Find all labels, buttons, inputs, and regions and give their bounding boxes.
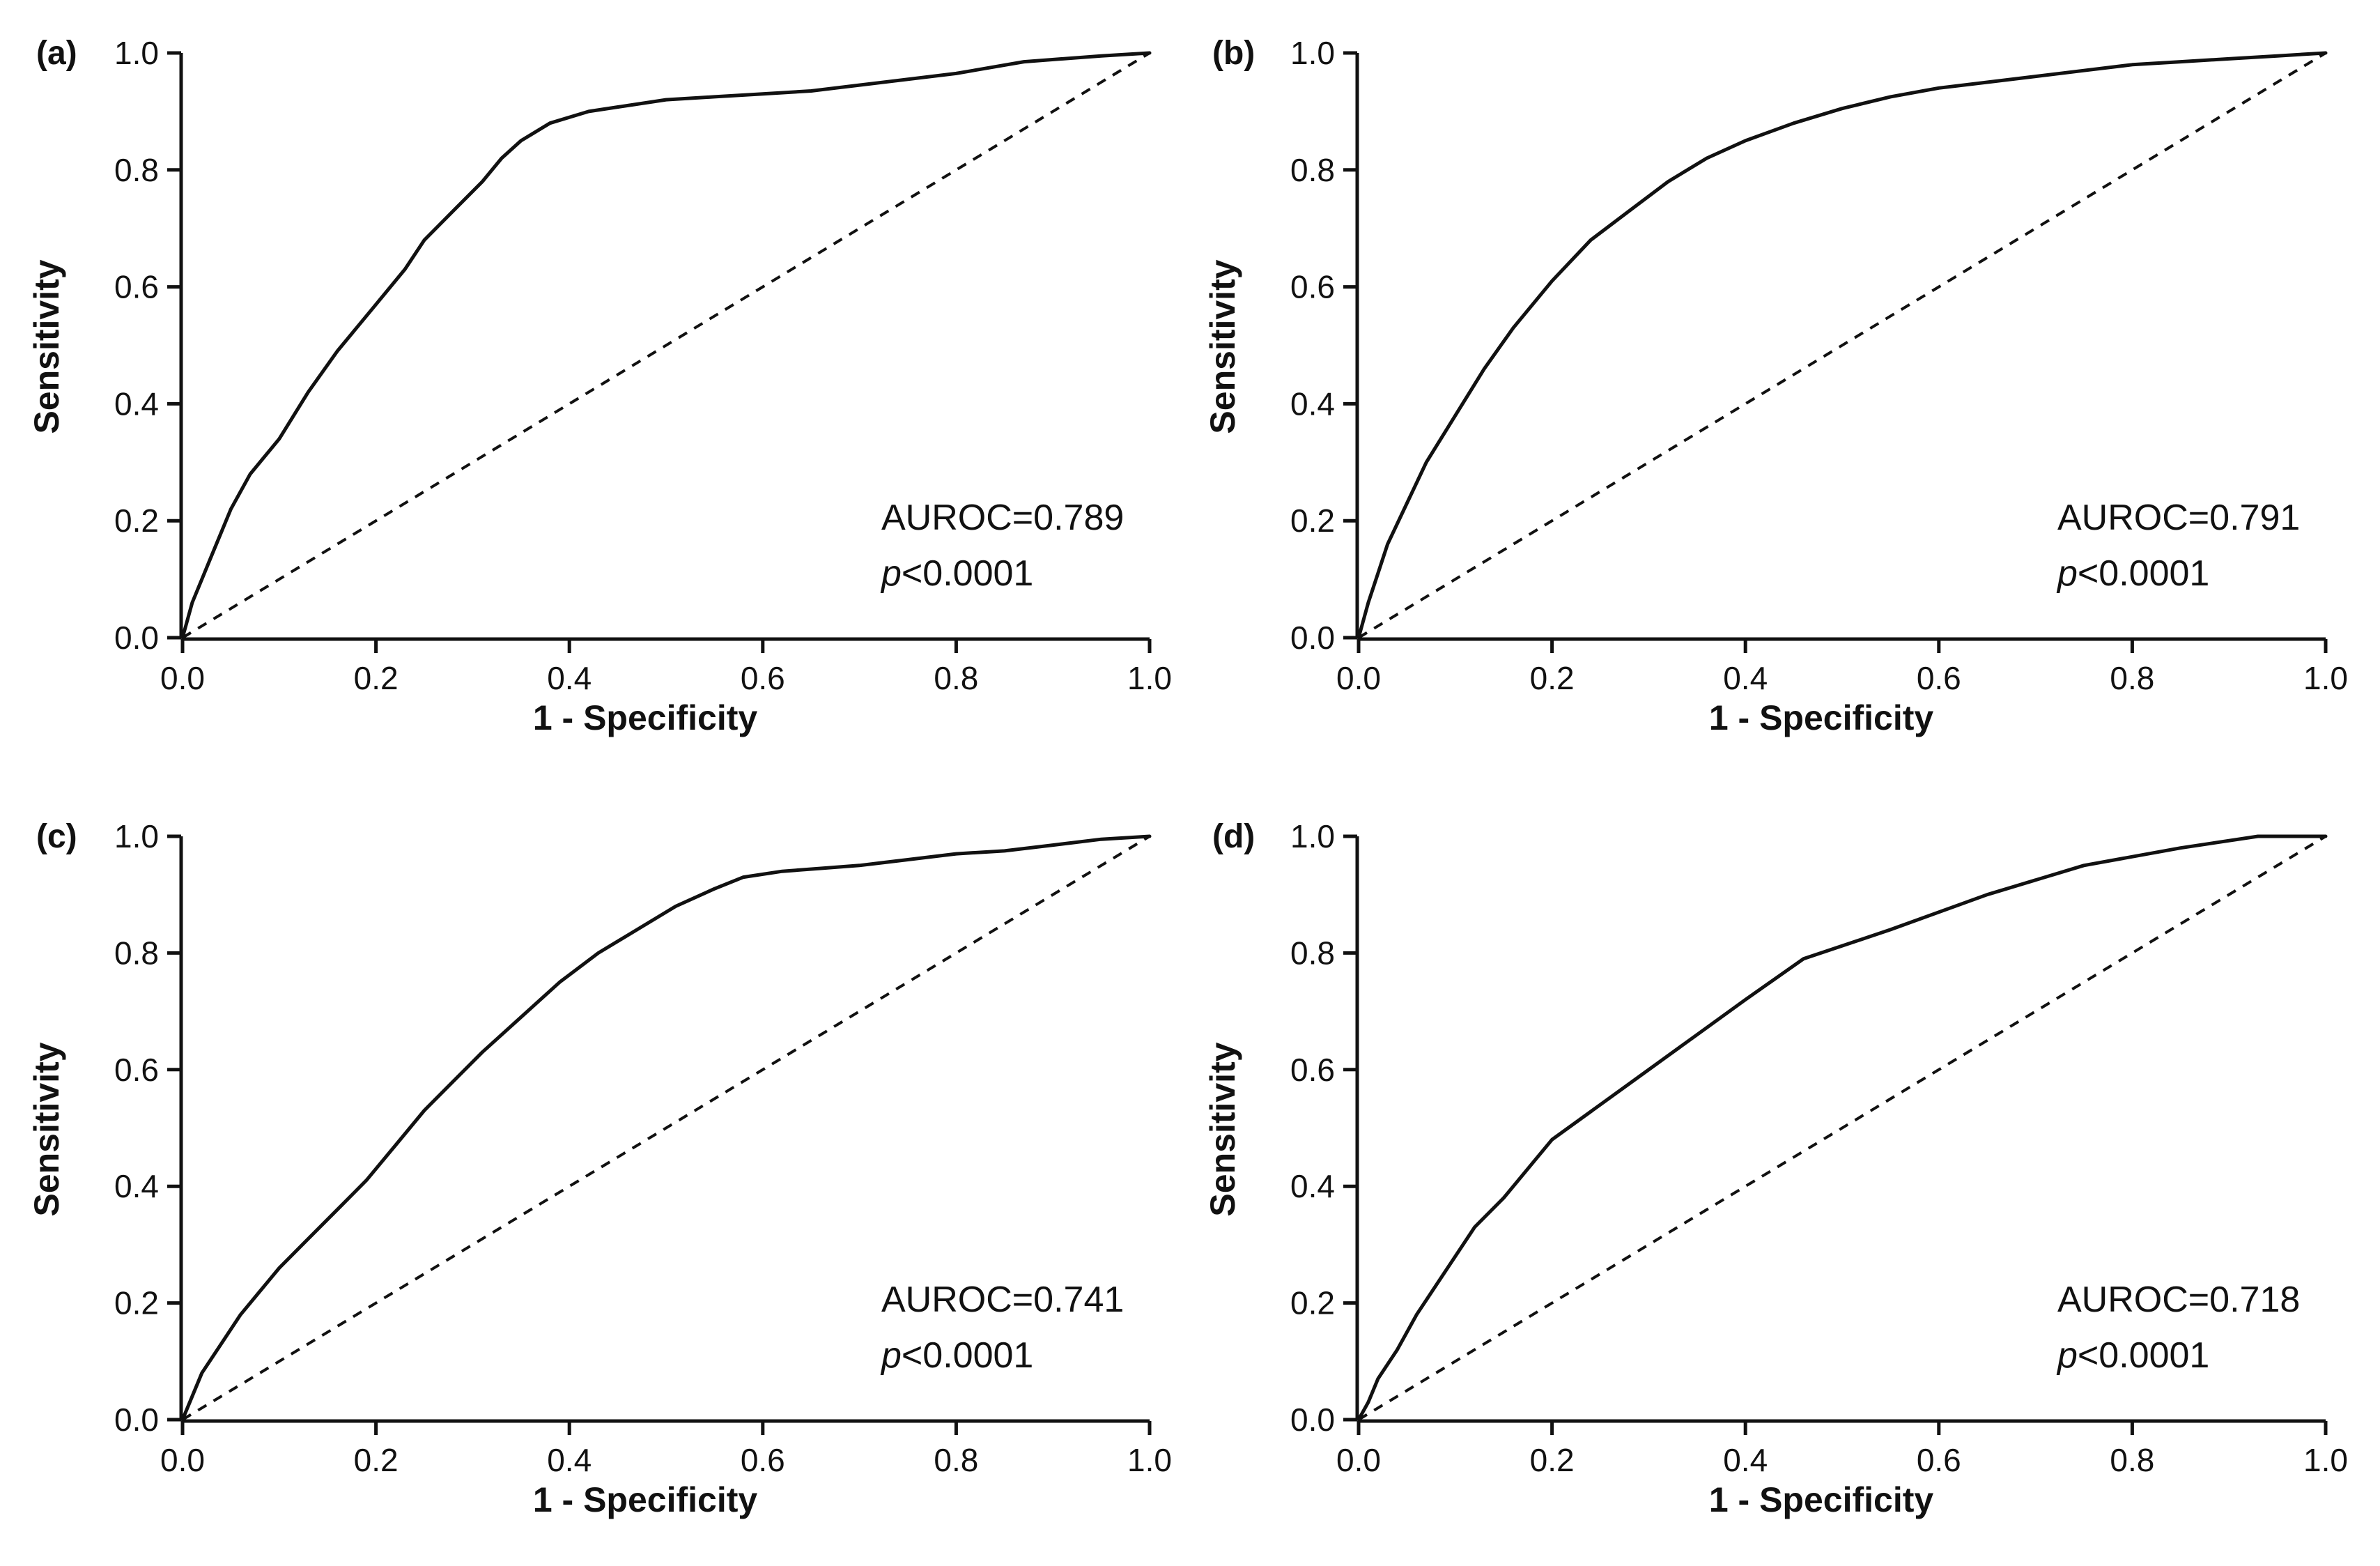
- p-value-symbol: p: [880, 553, 902, 594]
- roc-panel-d: 0.0 0.2 0.4 0.6 0.8 1.0 0.0 0.2 0.4 0.6 0.8 1.0 1 - …: [1203, 818, 2348, 1519]
- y-tick-label: 1.0: [1290, 35, 1335, 71]
- y-tick-label: 0.0: [114, 1402, 159, 1438]
- y-tick-label: 0.8: [114, 935, 159, 971]
- roc-curve-line: [1357, 51, 2328, 640]
- roc-curve-line: [1357, 834, 2328, 1422]
- x-tick-label: 0.8: [934, 660, 978, 696]
- auroc-annotation: AUROC=0.718: [2057, 1280, 2300, 1320]
- x-axis-title: 1 - Specificity: [533, 698, 758, 737]
- x-tick-label: 0.6: [1917, 1442, 1961, 1478]
- auroc-annotation: AUROC=0.741: [881, 1280, 1124, 1320]
- p-value-symbol: p: [880, 1335, 902, 1376]
- x-axis-title: 1 - Specificity: [1709, 1480, 1934, 1519]
- y-tick-label: 0.0: [1290, 1402, 1335, 1438]
- x-tick-label: 0.0: [160, 660, 205, 696]
- p-value-annotation: p<0.0001: [2056, 553, 2209, 594]
- y-tick-label: 0.4: [114, 385, 159, 422]
- p-value-symbol: p: [2056, 1335, 2078, 1376]
- x-axis-title: 1 - Specificity: [533, 1480, 758, 1519]
- panel-label: (a): [36, 35, 77, 72]
- y-tick-label: 0.6: [114, 1052, 159, 1088]
- y-tick-label: 0.6: [114, 269, 159, 305]
- y-tick-label: 0.2: [1290, 502, 1335, 539]
- x-tick-label: 0.2: [1530, 1442, 1575, 1478]
- roc-panel-c: 0.0 0.2 0.4 0.6 0.8 1.0 0.0 0.2 0.4 0.6 0.8 1.0 1 - …: [27, 818, 1172, 1519]
- y-tick-label: 0.2: [114, 502, 159, 539]
- y-tick-label: 0.2: [1290, 1285, 1335, 1321]
- y-tick-label: 0.4: [114, 1168, 159, 1204]
- x-tick-label: 0.8: [2110, 660, 2154, 696]
- x-tick-label: 0.8: [2110, 1442, 2154, 1478]
- panel-label: (d): [1212, 818, 1255, 855]
- y-axis-title: Sensitivity: [27, 259, 66, 433]
- p-value-text: <0.0001: [2078, 553, 2209, 594]
- x-tick-label: 1.0: [2303, 660, 2348, 696]
- y-tick-label: 0.8: [114, 152, 159, 188]
- p-value-annotation: p<0.0001: [880, 1335, 1033, 1376]
- y-axis-title: Sensitivity: [1203, 1042, 1242, 1216]
- p-value-text: <0.0001: [902, 553, 1033, 594]
- roc-panel-a: 0.0 0.2 0.4 0.6 0.8 1.0 0.0 0.2 0.4 0.6 0.8 1.0 1 - …: [27, 35, 1172, 737]
- x-tick-label: 0.4: [1723, 660, 1768, 696]
- reference-diagonal-line: [181, 52, 1151, 639]
- y-tick-label: 1.0: [114, 35, 159, 71]
- x-tick-label: 0.8: [934, 1442, 978, 1478]
- p-value-text: <0.0001: [2078, 1335, 2209, 1376]
- p-value-text: <0.0001: [902, 1335, 1033, 1376]
- x-tick-label: 0.0: [1336, 660, 1381, 696]
- x-tick-label: 0.0: [1336, 1442, 1381, 1478]
- x-tick-label: 0.4: [547, 1442, 592, 1478]
- x-tick-label: 0.2: [354, 660, 399, 696]
- x-tick-label: 1.0: [1127, 1442, 1172, 1478]
- x-tick-label: 0.6: [1917, 660, 1961, 696]
- auroc-annotation: AUROC=0.791: [2057, 498, 2300, 538]
- reference-diagonal-line: [1357, 835, 2327, 1421]
- p-value-annotation: p<0.0001: [880, 553, 1033, 594]
- roc-panel-b: 0.0 0.2 0.4 0.6 0.8 1.0 0.0 0.2 0.4 0.6 0.8 1.0 1 - …: [1203, 35, 2348, 737]
- y-tick-label: 0.2: [114, 1285, 159, 1321]
- y-axis-title: Sensitivity: [27, 1042, 66, 1216]
- x-axis-title: 1 - Specificity: [1709, 698, 1934, 737]
- y-tick-label: 0.0: [114, 620, 159, 656]
- x-tick-label: 0.6: [741, 1442, 785, 1478]
- x-tick-label: 0.4: [547, 660, 592, 696]
- y-tick-label: 0.4: [1290, 1168, 1335, 1204]
- x-tick-label: 0.2: [1530, 660, 1575, 696]
- x-tick-label: 0.4: [1723, 1442, 1768, 1478]
- y-tick-label: 0.0: [1290, 620, 1335, 656]
- x-tick-label: 1.0: [2303, 1442, 2348, 1478]
- reference-diagonal-line: [181, 835, 1151, 1421]
- y-tick-label: 0.6: [1290, 269, 1335, 305]
- y-tick-label: 0.8: [1290, 152, 1335, 188]
- reference-diagonal-line: [1357, 52, 2327, 639]
- y-tick-label: 0.6: [1290, 1052, 1335, 1088]
- panel-label: (b): [1212, 35, 1255, 72]
- y-axis-title: Sensitivity: [1203, 259, 1242, 433]
- y-tick-label: 1.0: [1290, 818, 1335, 854]
- y-tick-label: 0.8: [1290, 935, 1335, 971]
- x-tick-label: 0.0: [160, 1442, 205, 1478]
- x-tick-label: 1.0: [1127, 660, 1172, 696]
- x-tick-label: 0.2: [354, 1442, 399, 1478]
- y-tick-label: 0.4: [1290, 385, 1335, 422]
- x-tick-label: 0.6: [741, 660, 785, 696]
- p-value-annotation: p<0.0001: [2056, 1335, 2209, 1376]
- roc-curve-line: [180, 51, 1152, 640]
- auroc-annotation: AUROC=0.789: [881, 498, 1124, 538]
- roc-curve-line: [180, 834, 1152, 1422]
- y-tick-label: 1.0: [114, 818, 159, 854]
- panel-label: (c): [36, 818, 77, 855]
- p-value-symbol: p: [2056, 553, 2078, 594]
